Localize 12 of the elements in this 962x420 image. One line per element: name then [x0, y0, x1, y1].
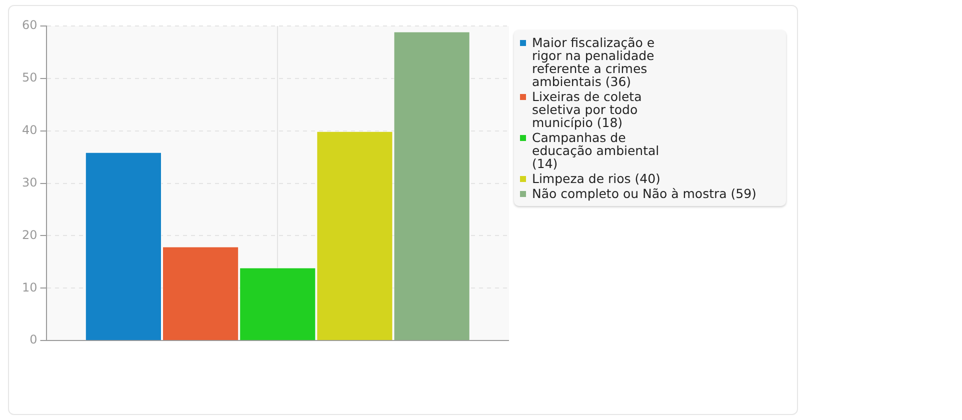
- y-tick-label: 0: [30, 332, 38, 347]
- y-tick-label: 20: [22, 228, 38, 242]
- legend-label: Limpeza de rios (40): [532, 171, 660, 186]
- legend-label: Maior fiscalização e rigor na penalidade referente a crimes ambientais (36): [532, 35, 656, 89]
- legend-label: Lixeiras de coleta seletiva por todo município (18): [532, 89, 643, 130]
- y-tick-label: 60: [22, 18, 38, 32]
- legend-label: Não completo ou Não à mostra (59): [532, 186, 756, 201]
- legend-label: Campanhas de educação ambiental (14): [532, 130, 660, 171]
- y-tick-label: 50: [22, 70, 38, 85]
- y-tick-label: 30: [22, 175, 38, 190]
- y-tick-label: 40: [22, 122, 38, 137]
- y-tick-label: 10: [22, 280, 38, 294]
